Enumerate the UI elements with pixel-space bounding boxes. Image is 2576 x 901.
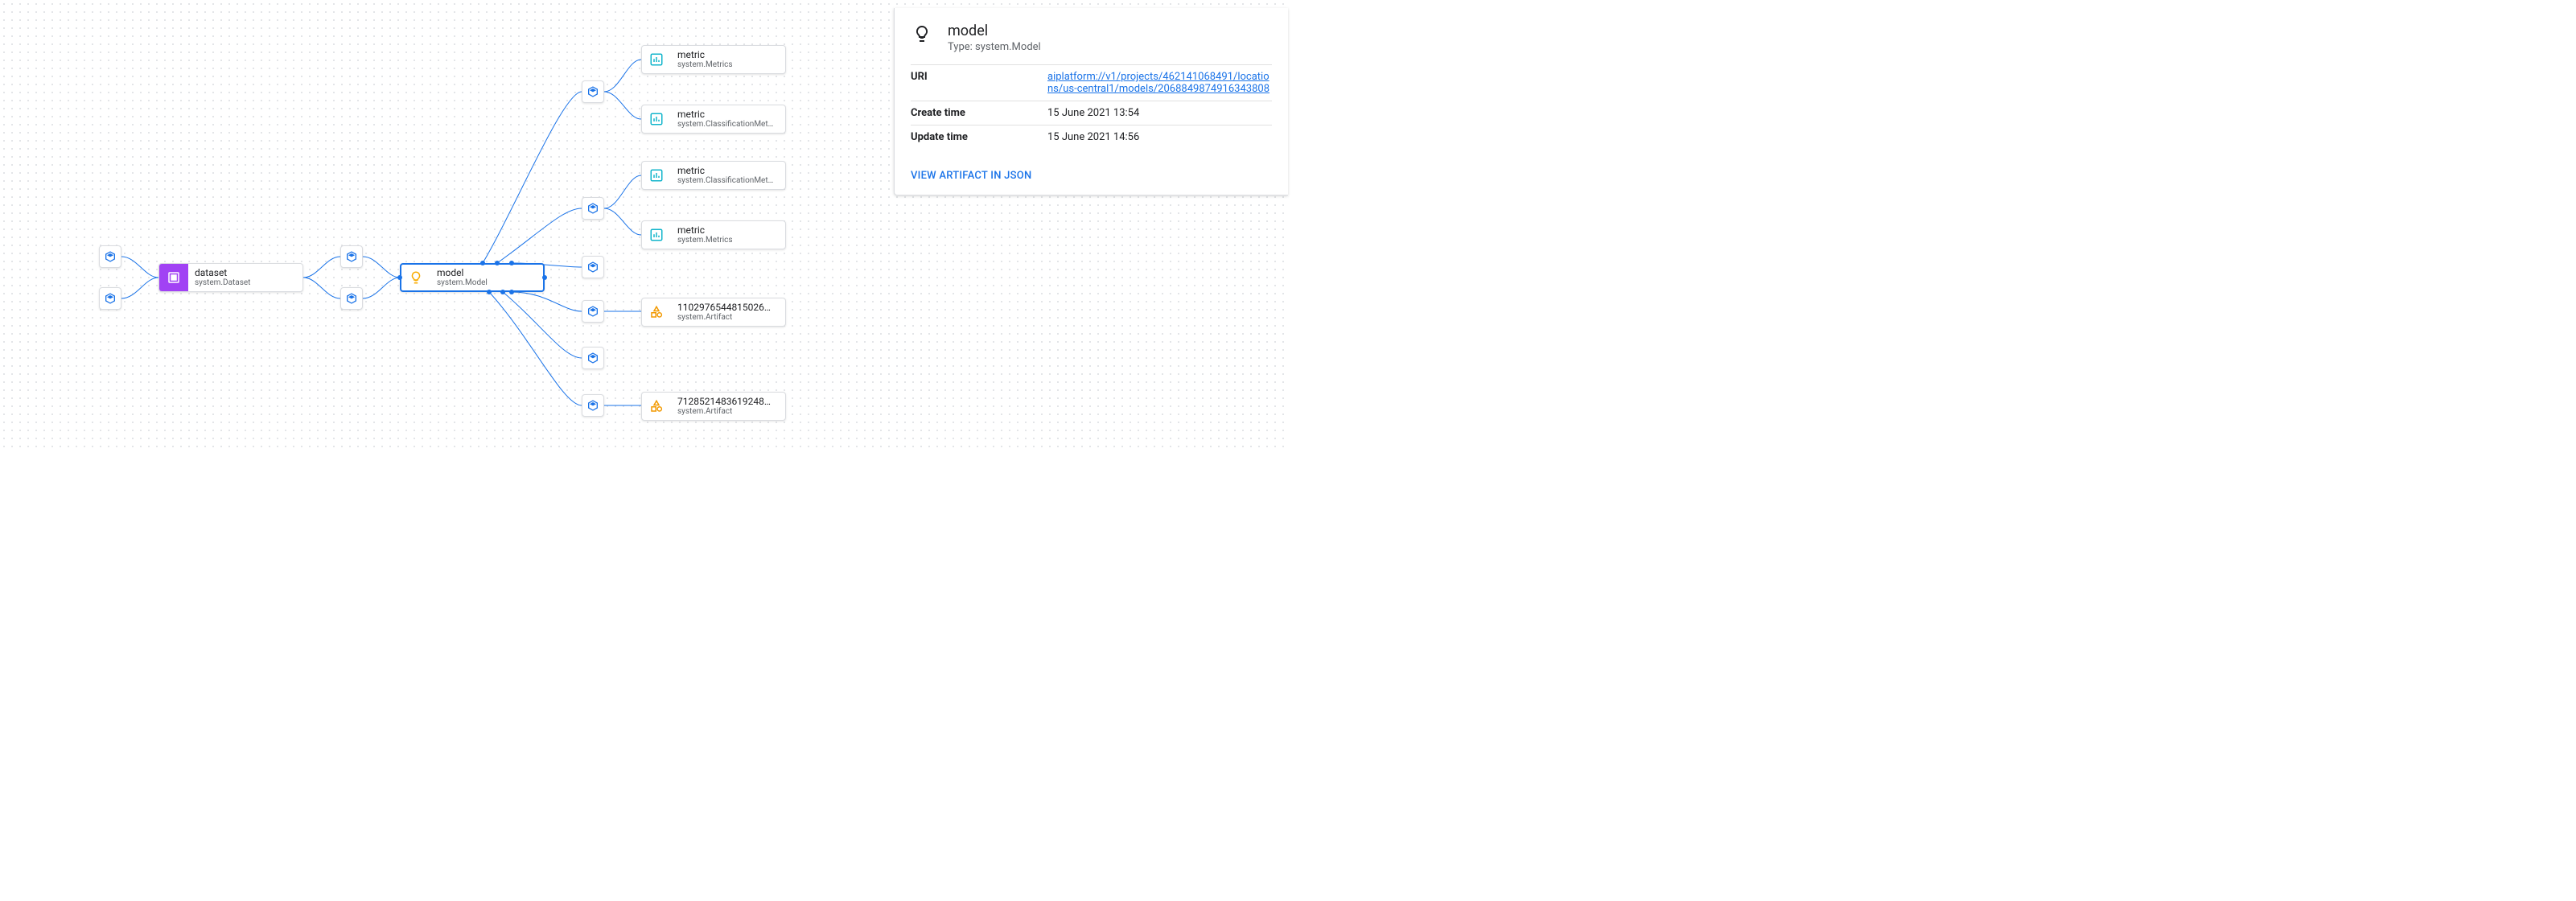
connection-port (495, 261, 500, 265)
panel-row-create: Create time 15 June 2021 13:54 (911, 101, 1272, 125)
node-sub: system.Artifact (677, 407, 776, 416)
connection-port (509, 261, 514, 265)
node-title: metric (677, 50, 733, 60)
metrics-icon (642, 46, 671, 73)
panel-row-uri: URI aiplatform://v1/projects/46214106849… (911, 64, 1272, 101)
model-node[interactable]: modelsystem.Model (400, 263, 545, 292)
execution-node[interactable] (582, 300, 604, 323)
details-panel: model Type: system.Model URI aiplatform:… (894, 8, 1288, 195)
uri-label: URI (911, 71, 1047, 95)
artifact-node[interactable]: 7128521483619248843system.Artifact (641, 392, 786, 421)
node-sub: system.ClassificationMetrics (677, 120, 776, 129)
artifact-node[interactable]: 11029765448150266986system.Artifact (641, 298, 786, 327)
metric-node[interactable]: metricsystem.ClassificationMetrics (641, 161, 786, 190)
connection-port (500, 290, 505, 294)
dataset-title: dataset (195, 268, 250, 278)
execution-node[interactable] (582, 394, 604, 417)
connection-port (509, 290, 514, 294)
node-sub: system.Metrics (677, 60, 733, 69)
dataset-icon (159, 264, 188, 291)
panel-title: model (948, 23, 1041, 39)
connection-port (397, 275, 402, 280)
metric-node[interactable]: metricsystem.Metrics (641, 45, 786, 74)
lightbulb-icon (401, 264, 430, 291)
artifact-icon (642, 298, 671, 326)
model-sub: system.Model (437, 278, 488, 287)
execution-node[interactable] (582, 256, 604, 278)
dataset-sub: system.Dataset (195, 278, 250, 287)
node-title: metric (677, 225, 733, 236)
create-label: Create time (911, 107, 1047, 119)
node-sub: system.ClassificationMetrics (677, 176, 776, 185)
metrics-icon (642, 221, 671, 249)
execution-node[interactable] (99, 287, 121, 310)
artifact-icon (642, 393, 671, 420)
uri-link[interactable]: aiplatform://v1/projects/462141068491/lo… (1047, 71, 1269, 95)
execution-node[interactable] (582, 80, 604, 103)
metrics-icon (642, 162, 671, 189)
node-title: 11029765448150266986 (677, 302, 776, 313)
model-title: model (437, 268, 488, 278)
dataset-node[interactable]: datasetsystem.Dataset (158, 263, 303, 292)
execution-node[interactable] (340, 245, 363, 268)
execution-node[interactable] (99, 245, 121, 268)
connection-port (542, 275, 547, 280)
metrics-icon (642, 105, 671, 133)
connection-port (487, 290, 492, 294)
node-title: metric (677, 109, 776, 120)
panel-row-update: Update time 15 June 2021 14:56 (911, 125, 1272, 149)
node-title: 7128521483619248843 (677, 397, 776, 407)
create-value: 15 June 2021 13:54 (1047, 107, 1139, 119)
metric-node[interactable]: metricsystem.Metrics (641, 220, 786, 249)
execution-node[interactable] (582, 347, 604, 369)
connection-port (480, 261, 485, 265)
node-title: metric (677, 166, 776, 176)
update-value: 15 June 2021 14:56 (1047, 131, 1139, 143)
lightbulb-icon (911, 23, 933, 43)
update-label: Update time (911, 131, 1047, 143)
node-sub: system.Metrics (677, 236, 733, 245)
view-artifact-json-button[interactable]: VIEW ARTIFACT IN JSON (911, 170, 1272, 182)
execution-node[interactable] (582, 197, 604, 220)
metric-node[interactable]: metricsystem.ClassificationMetrics (641, 105, 786, 134)
panel-header: model Type: system.Model (911, 23, 1272, 64)
execution-node[interactable] (340, 287, 363, 310)
panel-type: Type: system.Model (948, 41, 1041, 53)
node-sub: system.Artifact (677, 313, 776, 322)
